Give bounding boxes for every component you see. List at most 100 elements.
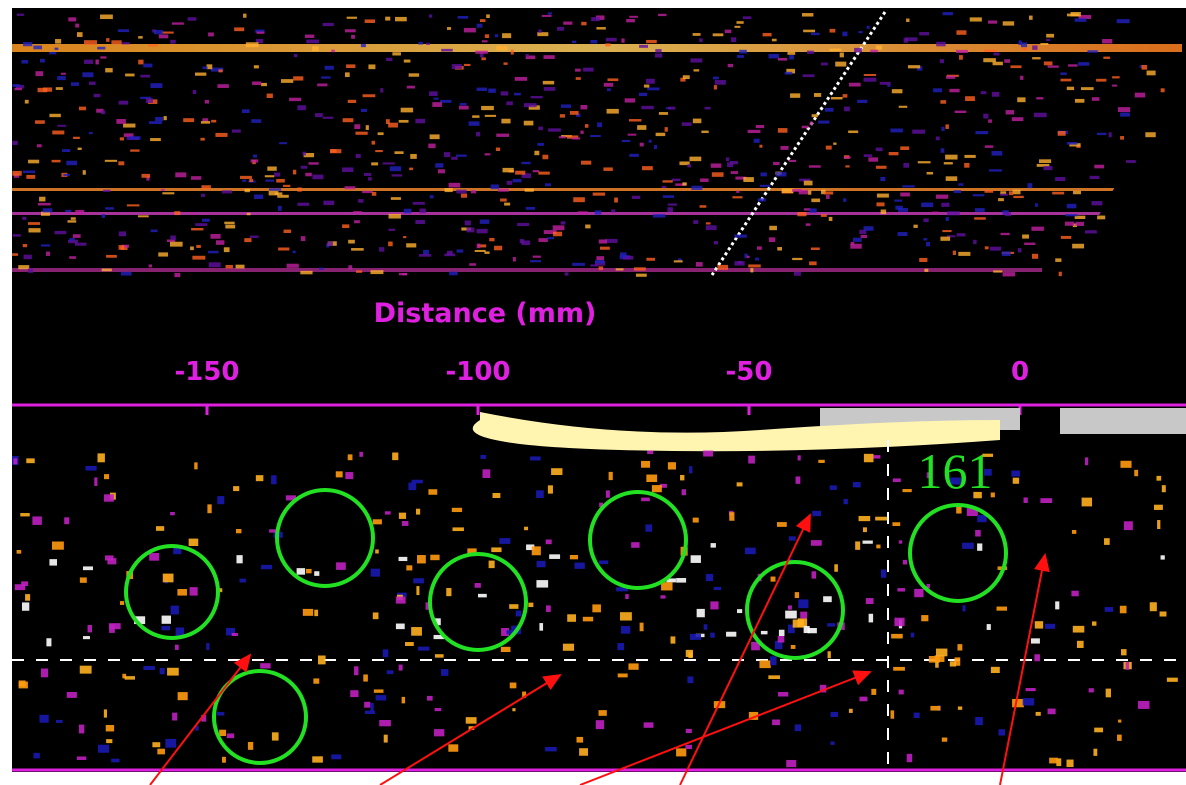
speckle bbox=[862, 540, 873, 544]
speckle bbox=[966, 508, 978, 517]
speckle bbox=[692, 517, 699, 523]
speckle bbox=[242, 179, 247, 182]
speckle bbox=[78, 724, 85, 734]
speckle bbox=[725, 157, 730, 162]
speckle bbox=[682, 182, 687, 186]
speckle bbox=[152, 742, 161, 748]
speckle bbox=[863, 77, 877, 82]
speckle bbox=[201, 218, 210, 222]
speckle bbox=[33, 45, 42, 50]
speckle bbox=[51, 159, 61, 163]
speckle bbox=[807, 628, 817, 634]
speckle bbox=[734, 234, 747, 238]
speckle bbox=[116, 119, 126, 124]
speckle bbox=[95, 59, 99, 65]
speckle bbox=[596, 15, 605, 20]
speckle bbox=[1030, 638, 1040, 644]
speckle bbox=[958, 55, 963, 60]
speckle bbox=[300, 165, 308, 169]
speckle bbox=[787, 51, 796, 55]
speckle bbox=[998, 729, 1006, 736]
speckle bbox=[1043, 61, 1053, 66]
speckle bbox=[256, 31, 265, 34]
speckle bbox=[21, 60, 29, 64]
speckle bbox=[825, 145, 832, 150]
speckle bbox=[219, 729, 227, 737]
speckle bbox=[82, 636, 90, 640]
speckle bbox=[216, 712, 225, 716]
speckle bbox=[953, 190, 962, 194]
speckle bbox=[335, 471, 343, 478]
speckle bbox=[668, 106, 676, 110]
speckle bbox=[1091, 621, 1097, 626]
speckle bbox=[477, 244, 487, 248]
speckle bbox=[16, 549, 22, 554]
speckle bbox=[105, 68, 113, 73]
speckle bbox=[793, 271, 801, 276]
speckle bbox=[539, 623, 544, 631]
speckle bbox=[845, 165, 850, 168]
speckle bbox=[983, 58, 996, 63]
speckle bbox=[863, 154, 872, 157]
speckle bbox=[914, 588, 924, 598]
speckle bbox=[1060, 235, 1072, 239]
speckle bbox=[596, 256, 605, 261]
highlight-circle bbox=[428, 552, 528, 652]
speckle bbox=[910, 632, 915, 638]
speckle bbox=[1000, 193, 1008, 196]
speckle bbox=[123, 123, 136, 128]
speckle bbox=[170, 511, 175, 516]
speckle bbox=[380, 88, 384, 93]
speckle bbox=[51, 541, 64, 550]
speckle bbox=[988, 119, 992, 123]
speckle bbox=[70, 82, 80, 86]
speckle bbox=[689, 156, 702, 162]
speckle bbox=[863, 453, 874, 463]
speckle bbox=[475, 50, 488, 54]
speckle bbox=[646, 257, 656, 261]
speckle bbox=[437, 169, 445, 174]
arrow bbox=[379, 673, 562, 785]
speckle bbox=[512, 708, 516, 712]
arrow bbox=[579, 670, 872, 785]
speckle bbox=[117, 29, 130, 33]
speckle bbox=[751, 641, 760, 651]
speckle bbox=[1161, 485, 1166, 493]
speckle bbox=[660, 595, 666, 599]
speckle bbox=[1058, 271, 1062, 277]
speckle bbox=[269, 529, 279, 533]
speckle bbox=[829, 28, 836, 33]
speckle bbox=[456, 249, 464, 253]
speckle bbox=[935, 136, 940, 141]
speckle bbox=[415, 508, 421, 515]
speckle bbox=[312, 174, 324, 180]
speckle bbox=[770, 656, 777, 666]
speckle bbox=[591, 17, 600, 22]
speckle bbox=[225, 627, 236, 636]
speckle bbox=[818, 459, 825, 463]
speckle bbox=[267, 166, 277, 171]
speckle bbox=[21, 581, 29, 587]
speckle bbox=[940, 100, 947, 104]
speckle bbox=[84, 59, 94, 64]
speckle bbox=[279, 142, 288, 145]
speckle bbox=[526, 544, 535, 551]
speckle bbox=[261, 82, 267, 87]
speckle bbox=[69, 237, 75, 241]
speckle bbox=[1112, 76, 1120, 79]
speckle bbox=[500, 91, 509, 96]
speckle bbox=[631, 195, 641, 199]
speckle bbox=[935, 194, 949, 199]
speckle bbox=[843, 156, 851, 159]
speckle bbox=[372, 519, 382, 525]
speckle bbox=[880, 209, 887, 215]
speckle bbox=[747, 129, 761, 134]
speckle bbox=[941, 126, 945, 132]
speckle bbox=[489, 237, 495, 242]
speckle bbox=[536, 560, 546, 568]
speckle bbox=[1022, 234, 1029, 239]
speckle bbox=[928, 655, 940, 663]
speckle bbox=[935, 661, 939, 668]
speckle bbox=[367, 177, 372, 181]
speckle bbox=[1023, 497, 1028, 503]
